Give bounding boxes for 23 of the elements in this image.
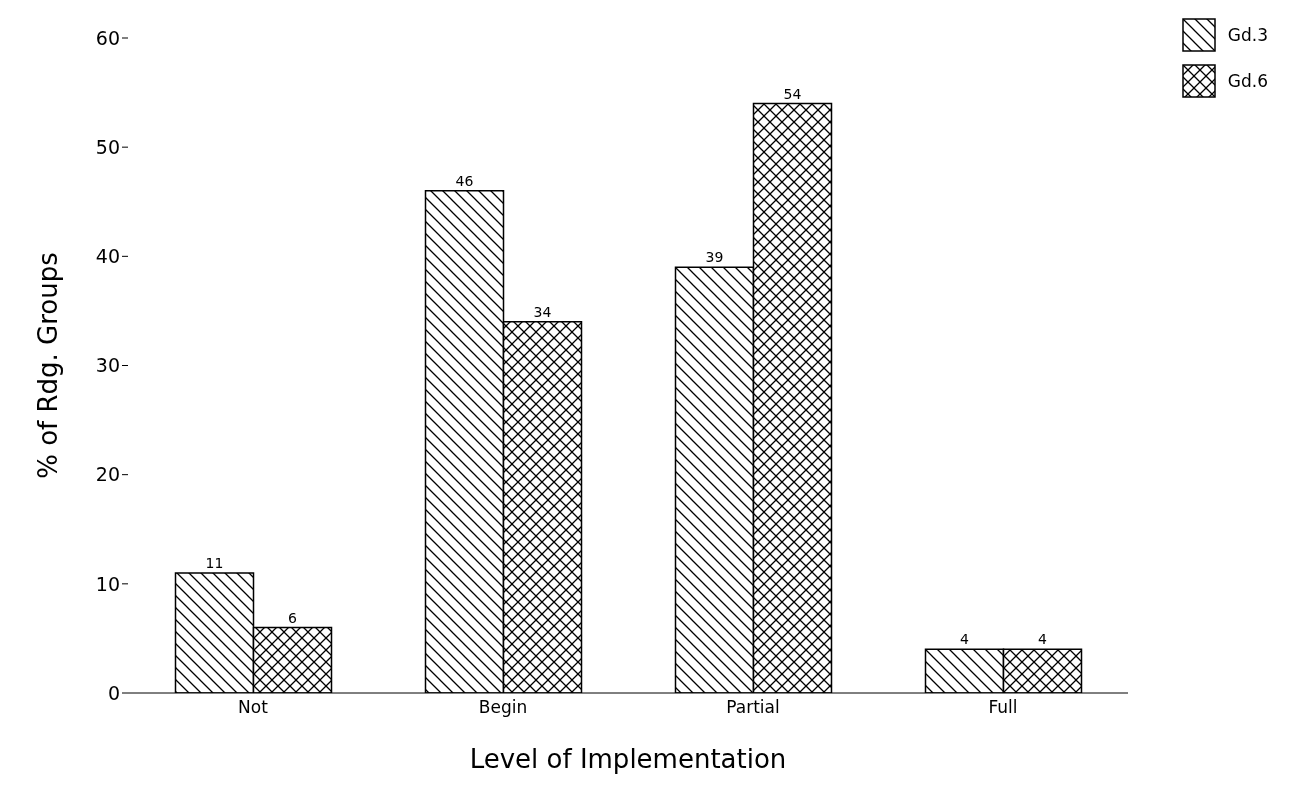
x-tick-label: Full: [988, 697, 1018, 718]
data-label: 4: [1038, 631, 1048, 648]
legend-label: Gd.3: [1227, 25, 1268, 45]
y-tick-label: 10: [95, 572, 120, 595]
data-label: 34: [533, 303, 552, 320]
x-tick-label: Not: [238, 697, 269, 718]
y-tick-label: 0: [107, 681, 120, 704]
y-tick-label: 40: [95, 245, 120, 268]
y-axis-title: % of Rdg. Groups: [33, 252, 64, 479]
legend-label: Gd.6: [1227, 71, 1268, 91]
y-tick-label: 30: [95, 354, 120, 377]
data-label: 4: [960, 631, 970, 648]
y-tick-label: 60: [95, 26, 120, 49]
y-tick-label: 50: [95, 135, 120, 158]
data-label: 11: [205, 554, 224, 571]
data-label: 54: [783, 85, 802, 102]
data-label: 6: [288, 609, 298, 626]
data-label: 46: [455, 172, 474, 189]
x-axis-title: Level of Implementation: [469, 744, 787, 774]
data-label: 39: [705, 249, 724, 266]
x-tick-label: Begin: [478, 697, 528, 718]
x-tick-label: Partial: [726, 697, 780, 718]
y-tick-label: 20: [95, 463, 120, 486]
